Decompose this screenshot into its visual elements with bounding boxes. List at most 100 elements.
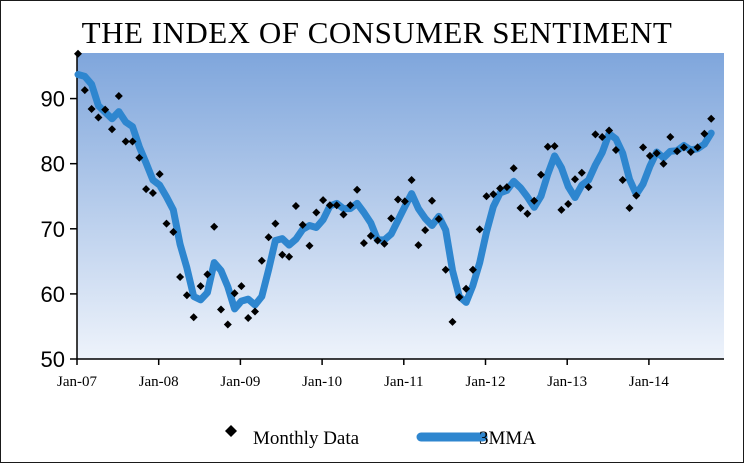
monthly-data-point xyxy=(645,151,654,160)
monthly-data-point xyxy=(693,143,702,152)
x-tick-label: Jan-11 xyxy=(384,374,423,390)
x-tick-label: Jan-07 xyxy=(57,374,97,390)
monthly-data-point xyxy=(162,219,171,228)
monthly-data-point xyxy=(121,137,130,146)
monthly-data-point xyxy=(114,92,123,100)
monthly-data-point xyxy=(537,170,545,179)
monthly-data-point xyxy=(176,273,185,281)
legend: Monthly Data 3MMA xyxy=(225,425,536,449)
monthly-data-point xyxy=(496,184,505,193)
x-axis: Jan-07 Jan-08 Jan-09 Jan-10 Jan-11 Jan-12 Jan-… xyxy=(57,358,724,390)
line-3mma xyxy=(74,71,715,313)
x-tick-label: Jan-14 xyxy=(629,374,669,390)
monthly-data-point xyxy=(244,314,253,322)
x-tick-label: Jan-12 xyxy=(466,374,506,390)
legend-label-monthly-data: Monthly Data xyxy=(253,428,360,449)
monthly-data-point xyxy=(346,201,355,210)
monthly-data-point xyxy=(196,282,205,291)
monthly-data-point xyxy=(591,130,600,139)
y-tick-label: 80 xyxy=(41,152,65,177)
monthly-data-point xyxy=(577,168,586,177)
monthly-data-point xyxy=(394,195,402,204)
monthly-data-point xyxy=(80,86,89,95)
monthly-data-point xyxy=(557,205,566,214)
y-tick-label: 70 xyxy=(41,217,65,242)
monthly-data-point xyxy=(564,200,573,208)
monthly-data-point xyxy=(298,220,307,229)
monthly-data-point xyxy=(251,307,259,316)
monthly-data-point xyxy=(652,149,661,158)
monthly-data-point xyxy=(502,183,511,192)
monthly-data-point xyxy=(278,250,287,259)
monthly-data-point xyxy=(475,225,484,234)
monthly-data-point xyxy=(223,320,232,329)
monthly-data-point xyxy=(135,153,144,162)
monthly-data-point xyxy=(319,196,328,205)
series-monthly-data xyxy=(74,49,716,329)
y-tick-label: 60 xyxy=(41,282,65,307)
monthly-data-point xyxy=(571,175,579,184)
monthly-data-point xyxy=(659,159,668,168)
monthly-data-point xyxy=(203,270,212,279)
series-3mma xyxy=(74,71,715,313)
monthly-data-point xyxy=(264,233,273,242)
monthly-data-point xyxy=(339,210,348,219)
monthly-data-point xyxy=(210,222,219,231)
monthly-data-point xyxy=(679,143,688,152)
monthly-data-point xyxy=(673,147,682,156)
monthly-data-point xyxy=(189,313,198,322)
monthly-data-point xyxy=(128,137,137,146)
monthly-data-point xyxy=(387,214,396,223)
monthly-data-point xyxy=(639,143,648,152)
monthly-data-point xyxy=(530,196,539,205)
x-tick-label: Jan-09 xyxy=(220,374,260,390)
monthly-data-point xyxy=(108,125,116,134)
monthly-data-point xyxy=(632,191,641,200)
monthly-data-point xyxy=(400,197,409,206)
monthly-data-point xyxy=(543,142,552,151)
monthly-data-point xyxy=(428,196,436,205)
y-axis: 50 60 70 80 90 xyxy=(41,53,78,372)
monthly-data-point xyxy=(155,170,164,179)
monthly-data-point xyxy=(230,289,239,298)
monthly-data-point xyxy=(441,265,450,274)
x-tick-label: Jan-13 xyxy=(547,374,587,390)
monthly-data-point xyxy=(291,202,300,210)
legend-label-3mma: 3MMA xyxy=(479,428,536,449)
monthly-data-point xyxy=(312,208,321,217)
monthly-data-point xyxy=(468,265,477,274)
monthly-data-point xyxy=(611,146,620,154)
monthly-data-point xyxy=(285,252,294,261)
monthly-data-point xyxy=(598,133,607,141)
plot-area xyxy=(77,53,724,359)
monthly-data-point xyxy=(414,241,423,250)
monthly-data-point xyxy=(74,49,82,58)
monthly-data-point xyxy=(700,129,709,138)
monthly-data-point xyxy=(482,192,491,201)
monthly-data-point xyxy=(516,204,525,212)
monthly-data-point xyxy=(94,113,103,122)
monthly-data-point xyxy=(257,256,266,265)
x-tick-label: Jan-10 xyxy=(302,374,342,390)
monthly-data-point xyxy=(434,215,443,223)
monthly-data-point xyxy=(332,201,341,210)
monthly-data-point xyxy=(366,231,375,240)
monthly-data-point xyxy=(618,176,627,184)
monthly-data-point xyxy=(353,185,362,194)
monthly-data-point xyxy=(325,201,334,210)
chart-title: THE INDEX OF CONSUMER SENTIMENT xyxy=(82,15,673,50)
monthly-data-point xyxy=(686,148,695,156)
monthly-data-point xyxy=(421,226,430,235)
monthly-data-point xyxy=(217,305,225,314)
monthly-data-point xyxy=(550,142,559,151)
monthly-data-point xyxy=(359,239,368,248)
monthly-data-point xyxy=(605,126,614,135)
y-tick-label: 90 xyxy=(41,87,65,112)
monthly-data-point xyxy=(237,282,246,291)
monthly-data-point xyxy=(509,164,518,173)
y-tick-label: 50 xyxy=(41,347,65,372)
monthly-data-point xyxy=(305,241,314,250)
x-tick-label: Jan-08 xyxy=(139,374,179,390)
